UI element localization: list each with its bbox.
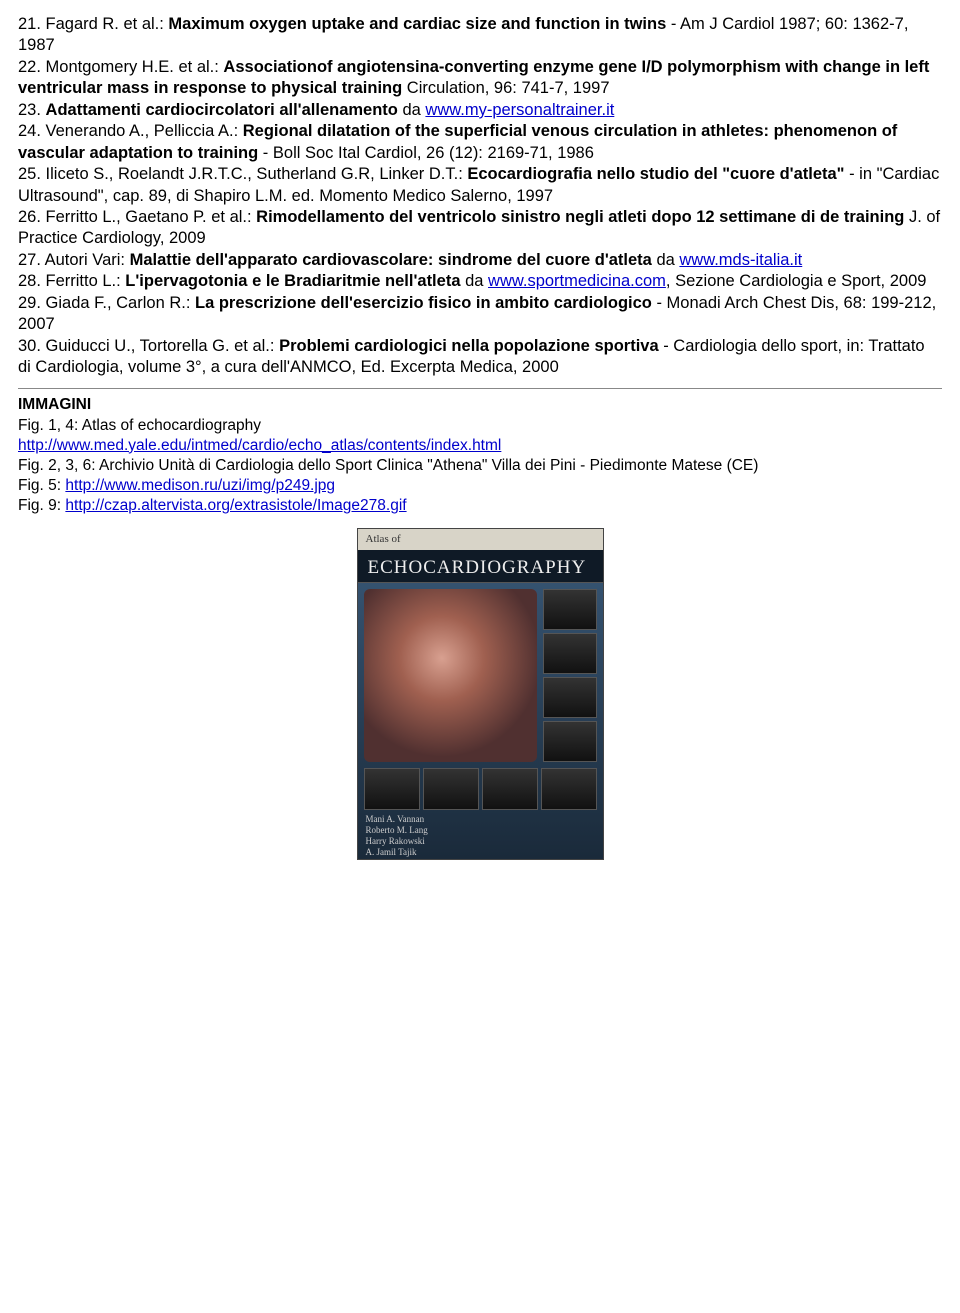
ref-title: Malattie dell'apparato cardiovascolare: … [130, 251, 652, 269]
book-thumb [543, 633, 597, 674]
ref-num: 29. [18, 294, 41, 312]
book-thumb [482, 768, 538, 810]
ref-post: Circulation, 96: 741-7, 1997 [402, 79, 609, 97]
ref-num: 27. [18, 251, 41, 269]
ref-27: 27. Autori Vari: Malattie dell'apparato … [18, 250, 942, 271]
img-line-4: Fig. 5: http://www.medison.ru/uzi/img/p2… [18, 476, 942, 496]
ref-link[interactable]: www.sportmedicina.com [488, 272, 666, 290]
book-heart-illustration [364, 589, 537, 762]
img-link[interactable]: http://www.medison.ru/uzi/img/p249.jpg [65, 477, 335, 494]
book-authors: Mani A. Vannan Roberto M. Lang Harry Rak… [358, 810, 603, 861]
ref-title: La prescrizione dell'esercizio fisico in… [195, 294, 652, 312]
ref-post: da [652, 251, 680, 269]
ref-28: 28. Ferritto L.: L'ipervagotonia e le Br… [18, 271, 942, 292]
ref-29: 29. Giada F., Carlon R.: La prescrizione… [18, 293, 942, 336]
ref-num: 26. [18, 208, 41, 226]
ref-pre: Ferritto L., Gaetano P. et al.: [41, 208, 256, 226]
ref-21: 21. Fagard R. et al.: Maximum oxygen upt… [18, 14, 942, 57]
img-text: Fig. 9: [18, 497, 65, 514]
img-text: Fig. 5: [18, 477, 65, 494]
ref-25: 25. Iliceto S., Roelandt J.R.T.C., Suthe… [18, 164, 942, 207]
ref-title: Problemi cardiologici nella popolazione … [279, 337, 659, 355]
ref-pre: Autori Vari: [41, 251, 130, 269]
ref-title: Adattamenti cardiocircolatori all'allena… [46, 101, 398, 119]
ref-title: L'ipervagotonia e le Bradiaritmie nell'a… [125, 272, 460, 290]
ref-26: 26. Ferritto L., Gaetano P. et al.: Rimo… [18, 207, 942, 250]
ref-pre: Venerando A., Pelliccia A.: [41, 122, 243, 140]
book-thumb [543, 677, 597, 718]
ref-link[interactable]: www.mds-italia.it [679, 251, 802, 269]
ref-pre: Guiducci U., Tortorella G. et al.: [41, 337, 279, 355]
img-line-2: http://www.med.yale.edu/intmed/cardio/ec… [18, 436, 942, 456]
ref-post: - Boll Soc Ital Cardiol, 26 (12): 2169-7… [258, 144, 594, 162]
img-line-5: Fig. 9: http://czap.altervista.org/extra… [18, 496, 942, 516]
book-thumb [364, 768, 420, 810]
ref-pre: Iliceto S., Roelandt J.R.T.C., Sutherlan… [41, 165, 467, 183]
reference-list: 21. Fagard R. et al.: Maximum oxygen upt… [18, 14, 942, 378]
ref-post: da [398, 101, 426, 119]
img-text: Fig. 1, 4: Atlas of echocardiography [18, 417, 261, 434]
ref-num: 22. [18, 58, 41, 76]
ref-num: 25. [18, 165, 41, 183]
ref-num: 28. [18, 272, 41, 290]
ref-pre: Ferritto L.: [41, 272, 125, 290]
ref-num: 21. [18, 15, 41, 33]
ref-pre: Fagard R. et al.: [41, 15, 168, 33]
book-topbar: Atlas of [358, 529, 603, 549]
book-side-thumbs [543, 583, 603, 768]
ref-post2: , Sezione Cardiologia e Sport, 2009 [666, 272, 927, 290]
ref-24: 24. Venerando A., Pelliccia A.: Regional… [18, 121, 942, 164]
book-thumb [541, 768, 597, 810]
img-line-3: Fig. 2, 3, 6: Archivio Unità di Cardiolo… [18, 456, 942, 476]
ref-link[interactable]: www.my-personaltrainer.it [425, 101, 614, 119]
ref-title: Maximum oxygen uptake and cardiac size a… [168, 15, 666, 33]
images-section: IMMAGINI Fig. 1, 4: Atlas of echocardiog… [18, 395, 942, 516]
ref-pre: Giada F., Carlon R.: [41, 294, 195, 312]
book-thumb [543, 589, 597, 630]
book-main [358, 583, 603, 768]
img-link[interactable]: http://www.med.yale.edu/intmed/cardio/ec… [18, 437, 501, 454]
ref-23: 23. Adattamenti cardiocircolatori all'al… [18, 100, 942, 121]
ref-num: 24. [18, 122, 41, 140]
images-header: IMMAGINI [18, 395, 942, 415]
ref-22: 22. Montgomery H.E. et al.: Associationo… [18, 57, 942, 100]
book-bottom-thumbs [358, 768, 603, 810]
ref-30: 30. Guiducci U., Tortorella G. et al.: P… [18, 336, 942, 379]
divider [18, 388, 942, 389]
ref-pre: Montgomery H.E. et al.: [41, 58, 223, 76]
ref-num: 30. [18, 337, 41, 355]
ref-title: Ecocardiografia nello studio del "cuore … [467, 165, 844, 183]
img-line-1: Fig. 1, 4: Atlas of echocardiography [18, 416, 942, 436]
img-text: Fig. 2, 3, 6: Archivio Unità di Cardiolo… [18, 457, 758, 474]
ref-post: da [461, 272, 489, 290]
ref-title: Rimodellamento del ventricolo sinistro n… [256, 208, 904, 226]
book-cover-image: Atlas of ECHOCARDIOGRAPHY Mani A. Vannan… [357, 528, 604, 860]
img-link[interactable]: http://czap.altervista.org/extrasistole/… [65, 497, 406, 514]
book-thumb [543, 721, 597, 762]
book-title: ECHOCARDIOGRAPHY [358, 550, 603, 584]
book-thumb [423, 768, 479, 810]
ref-num: 23. [18, 101, 41, 119]
